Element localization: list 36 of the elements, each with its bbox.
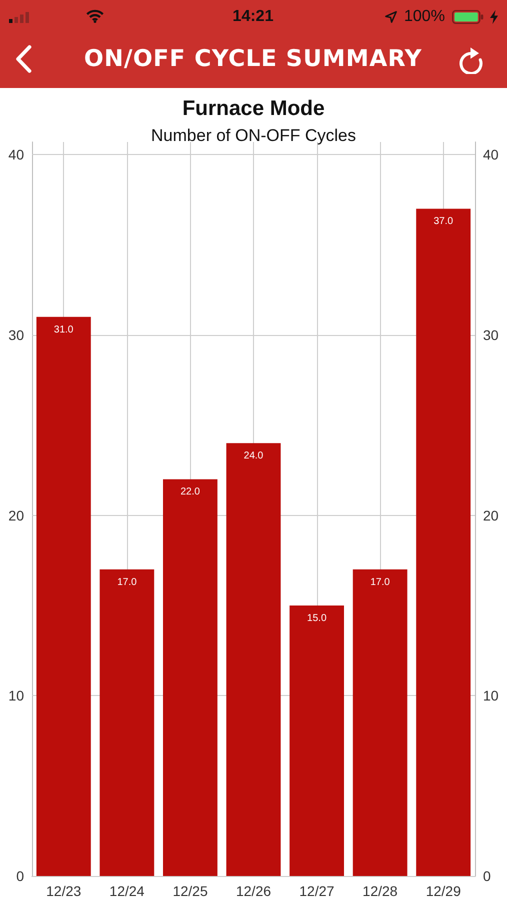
y2-tick-label: 30 [483, 326, 499, 343]
y2-tick-label: 20 [483, 507, 499, 524]
data-label: 17.0 [117, 576, 138, 588]
text: 14:21 [232, 8, 274, 26]
y2-tick-label: 40 [483, 146, 499, 163]
x-tick-label: 12/24 [109, 883, 145, 899]
data-label: 22.0 [180, 486, 200, 498]
text: ON/OFF CYCLE SUMMARY [84, 46, 422, 72]
y-tick-label: 40 [8, 146, 24, 163]
x-tick-label: 12/29 [426, 883, 462, 899]
bar [163, 479, 218, 876]
data-label: 37.0 [434, 216, 454, 228]
data-label: 15.0 [307, 612, 327, 624]
y-tick-label: 0 [16, 868, 24, 884]
chart-subtitle: Number of ON-OFF Cycles [151, 126, 356, 145]
x-tick-label: 12/26 [236, 883, 272, 899]
y-tick-label: 10 [8, 688, 24, 704]
data-label: 17.0 [370, 576, 390, 588]
y-tick-label: 20 [8, 507, 24, 524]
bar [100, 569, 154, 876]
text: 100% [404, 8, 445, 26]
bar [226, 443, 281, 876]
x-tick-label: 12/27 [299, 883, 335, 899]
bar [36, 316, 91, 876]
x-tick-label: 12/25 [172, 883, 208, 899]
data-label: 31.0 [54, 324, 74, 336]
bar [352, 569, 408, 876]
data-label: 24.0 [244, 450, 264, 462]
y2-tick-label: 0 [483, 868, 491, 884]
chart-title: Furnace Mode [182, 97, 325, 120]
x-tick-label: 12/28 [362, 883, 398, 899]
y2-tick-label: 10 [483, 688, 499, 704]
y-tick-label: 30 [8, 326, 24, 343]
x-tick-label: 12/23 [46, 883, 82, 899]
bar [416, 208, 471, 876]
bar [290, 605, 344, 876]
